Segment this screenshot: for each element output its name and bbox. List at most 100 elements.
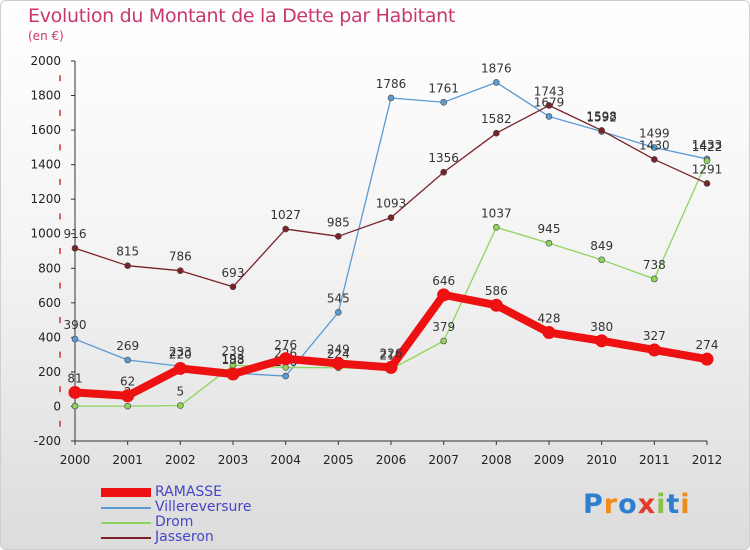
data-label-ramasse: 226 xyxy=(380,346,403,360)
data-point-villereversure xyxy=(440,98,447,106)
data-point-ramasse xyxy=(226,367,240,381)
legend-swatch-ramasse xyxy=(101,488,151,497)
data-point-jasseron xyxy=(440,168,447,176)
data-point-drom xyxy=(651,275,658,283)
data-point-villereversure xyxy=(387,94,395,102)
data-point-drom xyxy=(493,224,500,231)
data-point-jasseron xyxy=(177,267,184,274)
data-label-drom: 945 xyxy=(538,222,561,236)
y-tick-label: 2000 xyxy=(30,54,61,68)
y-tick-label: -200 xyxy=(34,434,61,448)
proxiti-logo: Proxiti xyxy=(583,489,691,520)
data-point-jasseron xyxy=(335,233,342,240)
data-point-villereversure xyxy=(282,372,289,380)
data-label-jasseron: 1093 xyxy=(376,197,407,211)
data-label-villereversure: 1433 xyxy=(692,138,723,152)
data-label-jasseron: 1598 xyxy=(586,109,617,123)
data-point-jasseron xyxy=(282,225,289,233)
data-point-ramasse xyxy=(647,343,661,357)
data-label-ramasse: 220 xyxy=(169,347,192,361)
data-point-jasseron xyxy=(545,102,553,109)
data-point-drom xyxy=(71,402,79,410)
x-tick-label: 2009 xyxy=(534,453,565,467)
data-label-jasseron: 1582 xyxy=(481,112,512,126)
data-label-jasseron: 786 xyxy=(169,250,192,264)
x-tick-label: 2005 xyxy=(323,453,354,467)
legend-label-drom: Drom xyxy=(155,514,194,530)
data-point-villereversure xyxy=(335,309,342,316)
data-point-drom xyxy=(177,402,184,409)
y-tick-label: 1800 xyxy=(30,89,61,103)
x-tick-label: 2004 xyxy=(270,453,301,467)
y-tick-label: 600 xyxy=(38,296,61,310)
data-point-drom xyxy=(545,239,553,247)
y-tick-label: 1400 xyxy=(30,158,61,172)
data-point-jasseron xyxy=(703,180,711,187)
legend-label-jasseron: Jasseron xyxy=(155,529,214,545)
data-point-jasseron xyxy=(229,283,237,291)
data-point-villereversure xyxy=(493,79,500,86)
logo-letter: i xyxy=(680,489,691,520)
data-label-jasseron: 1291 xyxy=(692,162,723,176)
data-point-ramasse xyxy=(700,352,714,366)
data-label-villereversure: 233 xyxy=(169,345,192,359)
logo-letter: P xyxy=(583,489,604,520)
x-tick-label: 2003 xyxy=(218,453,249,467)
data-point-ramasse xyxy=(68,385,82,399)
chart-title: Evolution du Montant de la Dette par Hab… xyxy=(28,5,456,27)
data-point-jasseron xyxy=(493,129,500,137)
logo-letter: o xyxy=(618,489,638,520)
data-label-drom: 239 xyxy=(222,344,245,358)
data-label-ramasse: 188 xyxy=(222,353,245,367)
y-tick-label: 1000 xyxy=(30,227,61,241)
y-tick-label: 1200 xyxy=(30,192,61,206)
legend-swatch-villereversure xyxy=(101,507,151,509)
data-point-drom xyxy=(282,364,289,371)
y-tick-label: 0 xyxy=(53,399,61,413)
data-point-villereversure xyxy=(651,144,658,151)
data-point-ramasse xyxy=(384,360,398,374)
data-label-ramasse: 327 xyxy=(643,329,666,343)
data-point-ramasse xyxy=(437,288,451,302)
data-point-ramasse xyxy=(279,352,293,366)
data-point-drom xyxy=(598,256,605,264)
x-tick-label: 2000 xyxy=(60,453,91,467)
x-tick-label: 2008 xyxy=(481,453,512,467)
data-label-ramasse: 646 xyxy=(432,274,455,288)
data-point-ramasse xyxy=(542,326,556,340)
logo-letter: r xyxy=(603,489,619,520)
data-point-villereversure xyxy=(71,335,79,343)
data-label-jasseron: 916 xyxy=(64,227,87,241)
y-tick-label: 800 xyxy=(38,261,61,275)
data-label-villereversure: 1499 xyxy=(639,127,670,141)
data-label-drom: 1422 xyxy=(692,140,723,154)
legend-label-villereversure: Villereversure xyxy=(155,499,252,515)
data-point-jasseron xyxy=(598,127,605,134)
data-point-jasseron xyxy=(124,262,131,269)
x-tick-label: 2012 xyxy=(692,453,723,467)
data-label-drom: 5 xyxy=(177,385,185,399)
data-label-villereversure: 1786 xyxy=(376,77,407,91)
data-label-villereversure: 390 xyxy=(64,318,87,332)
data-point-villereversure xyxy=(545,113,553,120)
y-tick-label: 200 xyxy=(38,365,61,379)
data-label-ramasse: 249 xyxy=(327,342,350,356)
x-tick-label: 2011 xyxy=(639,453,670,467)
logo-letter: x xyxy=(637,489,657,520)
logo-letter: t xyxy=(666,489,681,520)
legend-swatch-jasseron xyxy=(101,537,151,539)
data-point-ramasse xyxy=(595,334,609,348)
x-tick-label: 2007 xyxy=(428,453,459,467)
data-label-ramasse: 62 xyxy=(120,375,135,389)
data-label-jasseron: 693 xyxy=(222,266,245,280)
data-label-drom: 849 xyxy=(590,239,613,253)
data-label-ramasse: 428 xyxy=(538,312,561,326)
data-label-drom: 738 xyxy=(643,258,666,272)
data-label-drom: 1037 xyxy=(481,206,512,220)
data-label-villereversure: 269 xyxy=(116,339,139,353)
x-tick-label: 2002 xyxy=(165,453,196,467)
data-label-jasseron: 1743 xyxy=(534,84,565,98)
data-label-ramasse: 274 xyxy=(696,338,719,352)
